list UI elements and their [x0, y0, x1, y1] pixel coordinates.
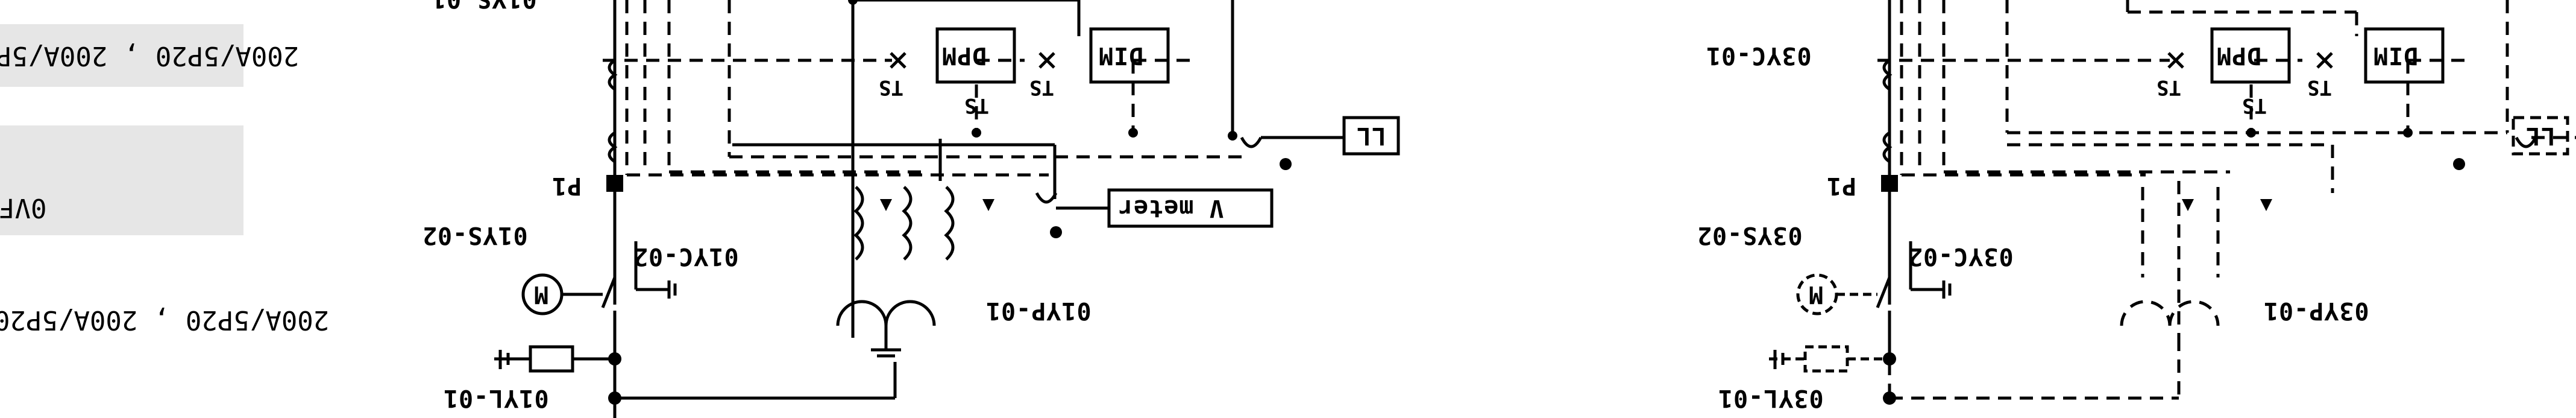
left-cable-tag: 01YL-01: [443, 384, 549, 412]
left-junction-1: [608, 352, 621, 366]
left-junction-5: [1228, 131, 1237, 141]
left-ts-label-2: TS: [964, 93, 989, 118]
left-switch-tag: 01YS-02: [422, 221, 528, 249]
left-top-tag: 01YS-01: [431, 0, 537, 13]
right-motor-label: M: [1808, 280, 1824, 308]
right-pt-label: P1: [1826, 172, 1857, 200]
left-ts-label-3: TS: [1029, 75, 1054, 100]
right-feeder-wiring: [1769, 0, 2576, 400]
note-panel-top: [0, 24, 243, 87]
left-lamp-dot: [1280, 158, 1292, 170]
note-panel-middle: [0, 125, 243, 235]
right-lamp-label: LL: [2525, 122, 2556, 150]
left-junction-6: [848, 0, 858, 5]
left-junction-3: [972, 128, 981, 138]
right-cable-tag: 03YL-01: [1718, 384, 1824, 412]
left-meter-label: V meter: [1118, 194, 1224, 222]
left-ct-tag: 01YP-01: [985, 297, 1092, 325]
left-earth-switch-tag: 01YC-02: [633, 242, 739, 270]
left-junction-4: [1128, 128, 1138, 138]
right-ts-label-3: TS: [2307, 75, 2332, 100]
left-pt-square: [606, 175, 623, 192]
left-lamp-label: LL: [1356, 122, 1387, 150]
right-pt-square: [1881, 175, 1898, 192]
left-meter-dot: [1050, 226, 1062, 238]
right-interface-label: DIM: [2373, 42, 2419, 69]
left-feeder-wiring: [494, 0, 1400, 418]
left-interface-label: DIM: [1098, 42, 1144, 69]
right-ts-label-2: TS: [2242, 93, 2267, 118]
right-junction-4: [2403, 128, 2413, 138]
left-junction-2: [608, 391, 621, 405]
left-ct-arrow-2: [982, 199, 994, 211]
right-relay-label: DPM: [2216, 42, 2262, 69]
right-junction-2: [1883, 391, 1896, 405]
right-lamp-dot: [2453, 158, 2465, 170]
right-feeder-tag: 03YC-01: [1706, 42, 1812, 69]
right-earth-switch-tag: 03YC-02: [1908, 242, 2014, 270]
left-motor-label: M: [533, 280, 549, 308]
left-ct-arrow-1: [880, 199, 892, 211]
left-relay-label: DPM: [941, 42, 987, 69]
right-junction-3: [2246, 128, 2256, 138]
right-ct-tag: 03YP-01: [2263, 297, 2369, 325]
right-ts-label-1: TS: [2157, 75, 2181, 100]
right-switch-tag: 03YS-02: [1697, 221, 1803, 249]
right-junction-1: [1883, 352, 1896, 366]
left-pt-label: P1: [551, 172, 582, 200]
left-ts-label-1: TS: [879, 75, 903, 100]
right-ct-arrow-1: [2182, 199, 2194, 211]
right-ct-arrow-2: [2260, 199, 2272, 211]
